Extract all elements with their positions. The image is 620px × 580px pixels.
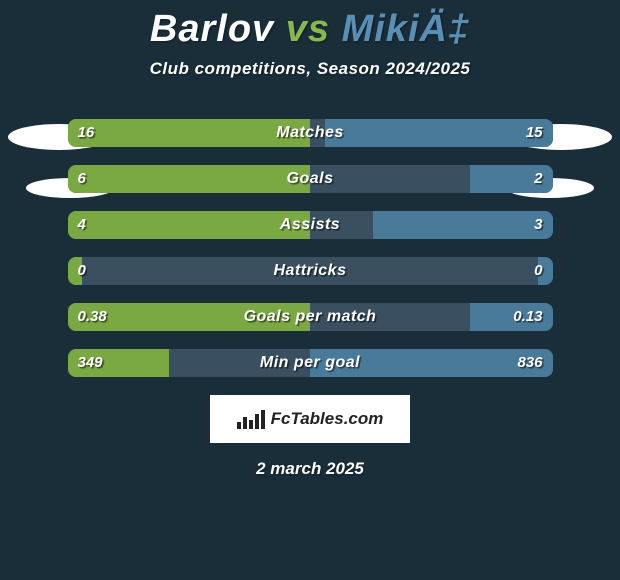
vs-label: vs xyxy=(286,8,330,50)
subtitle: Club competitions, Season 2024/2025 xyxy=(0,59,620,79)
chart-icon xyxy=(237,410,265,429)
stat-label: Goals xyxy=(68,165,553,193)
stat-row: 349836Min per goal xyxy=(68,349,553,377)
stat-row: 62Goals xyxy=(68,165,553,193)
stat-row: 00Hattricks xyxy=(68,257,553,285)
player1-name: Barlov xyxy=(150,8,274,50)
stat-row: 1615Matches xyxy=(68,119,553,147)
stat-label: Goals per match xyxy=(68,303,553,331)
source-badge: FcTables.com xyxy=(210,395,410,443)
stat-label: Matches xyxy=(68,119,553,147)
date-label: 2 march 2025 xyxy=(0,459,620,479)
stat-row: 43Assists xyxy=(68,211,553,239)
stat-row: 0.380.13Goals per match xyxy=(68,303,553,331)
stats-container: 1615Matches 62Goals 43Assists 00Hattricks 0.… xyxy=(68,119,553,377)
stat-label: Assists xyxy=(68,211,553,239)
source-text: FcTables.com xyxy=(271,409,384,429)
stat-label: Hattricks xyxy=(68,257,553,285)
player2-name: MikiÄ‡ xyxy=(342,8,470,50)
stat-label: Min per goal xyxy=(68,349,553,377)
comparison-title: Barlov vs MikiÄ‡ xyxy=(0,0,620,51)
